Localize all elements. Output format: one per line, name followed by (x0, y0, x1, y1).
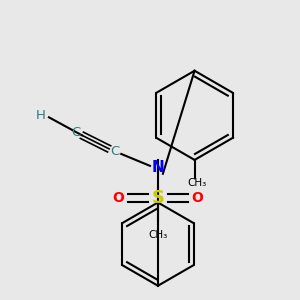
Text: C: C (71, 126, 80, 139)
Text: CH₃: CH₃ (148, 230, 168, 240)
Text: C: C (111, 146, 120, 158)
Text: CH₃: CH₃ (187, 178, 206, 188)
Text: O: O (192, 190, 203, 205)
Text: O: O (112, 190, 124, 205)
Text: S: S (152, 189, 164, 207)
Text: N: N (152, 160, 164, 175)
Text: H: H (36, 109, 46, 122)
